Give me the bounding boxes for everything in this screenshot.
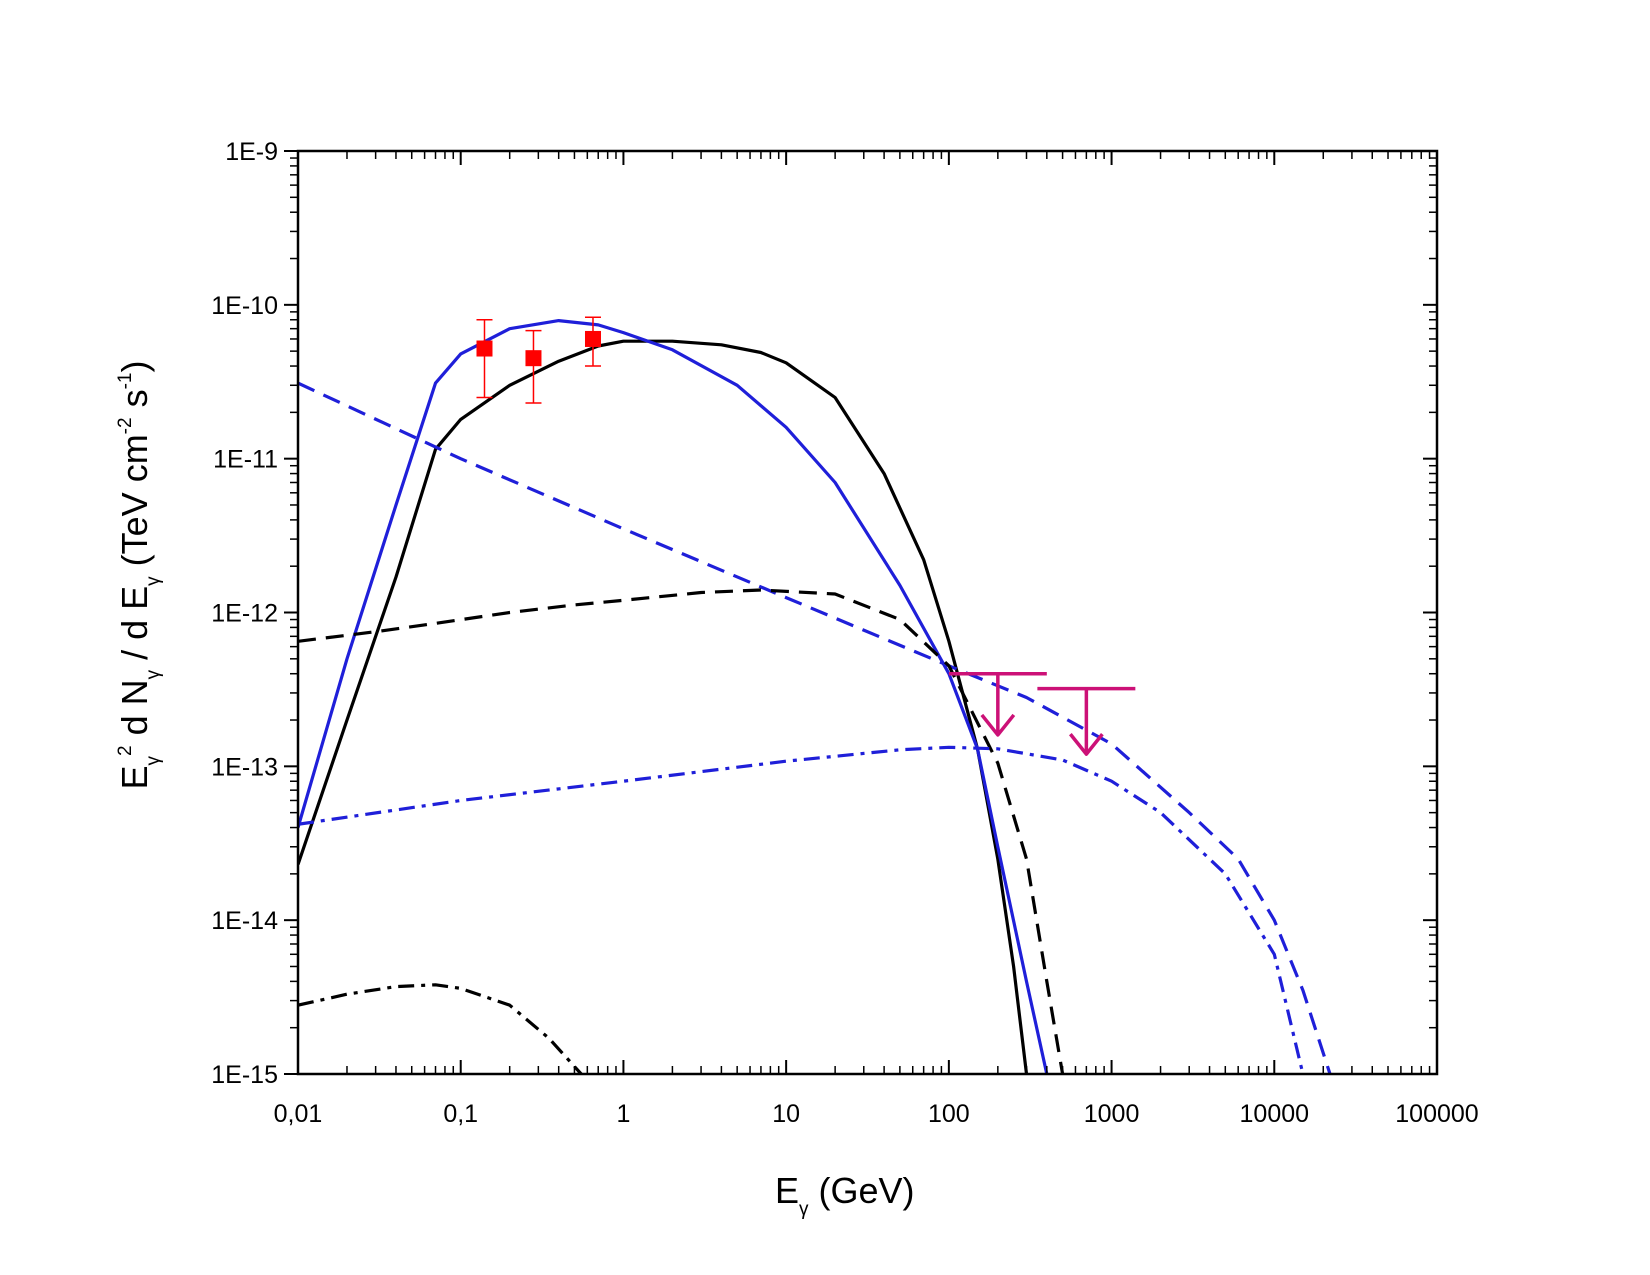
data-marker — [584, 330, 601, 347]
data-point — [584, 316, 601, 367]
data-marker — [476, 340, 493, 357]
series-black-dash-dot — [298, 983, 583, 1074]
series-blue-dashed — [298, 381, 1332, 1074]
y-tick-label: 1E-13 — [211, 753, 278, 781]
y-axis-title: Eγ2 d Nγ / d Eγ (TeV cm-2 s-1) — [114, 360, 164, 789]
series-black-dashed — [298, 588, 1065, 1074]
x-tick-label: 1 — [616, 1100, 630, 1128]
upper-limits-group — [948, 671, 1136, 756]
x-tick-label: 0,1 — [443, 1100, 478, 1128]
upper-limit — [1037, 686, 1136, 756]
y-tick-label: 1E-12 — [211, 600, 278, 628]
x-tick-label: 1000 — [1084, 1100, 1140, 1128]
plot-frame — [296, 149, 1439, 1076]
x-axis-title: Eγ (GeV) — [775, 1170, 915, 1220]
x-tick-label: 100 — [928, 1100, 970, 1128]
y-tick-label: 1E-9 — [225, 138, 278, 166]
x-tick-label: 0,01 — [274, 1100, 323, 1128]
series-blue-dash-dot — [298, 745, 1305, 1074]
upper-limit-arrowhead — [980, 713, 1016, 737]
data-point — [476, 318, 493, 399]
data-points-group — [476, 316, 601, 404]
data-marker — [525, 350, 542, 367]
data-point — [525, 329, 542, 404]
tick-labels-group: 0,01 0,1 1 10 100 1000 10000 100000 1E-9 1E-10 1E-… — [211, 138, 1478, 1128]
x-tick-label: 100000 — [1395, 1100, 1478, 1128]
ticks-group — [284, 150, 1438, 1075]
y-tick-label: 1E-14 — [211, 907, 278, 935]
x-tick-label: 10000 — [1240, 1100, 1310, 1128]
series-black-solid — [298, 339, 1029, 1074]
y-tick-label: 1E-15 — [211, 1061, 278, 1089]
upper-limit-arrowhead — [1069, 733, 1104, 756]
series-group — [298, 319, 1332, 1074]
upper-limit — [948, 671, 1047, 737]
plot-border — [296, 149, 1439, 1076]
x-tick-label: 10 — [772, 1100, 800, 1128]
y-tick-label: 1E-10 — [211, 292, 278, 320]
y-tick-label: 1E-11 — [213, 446, 278, 474]
